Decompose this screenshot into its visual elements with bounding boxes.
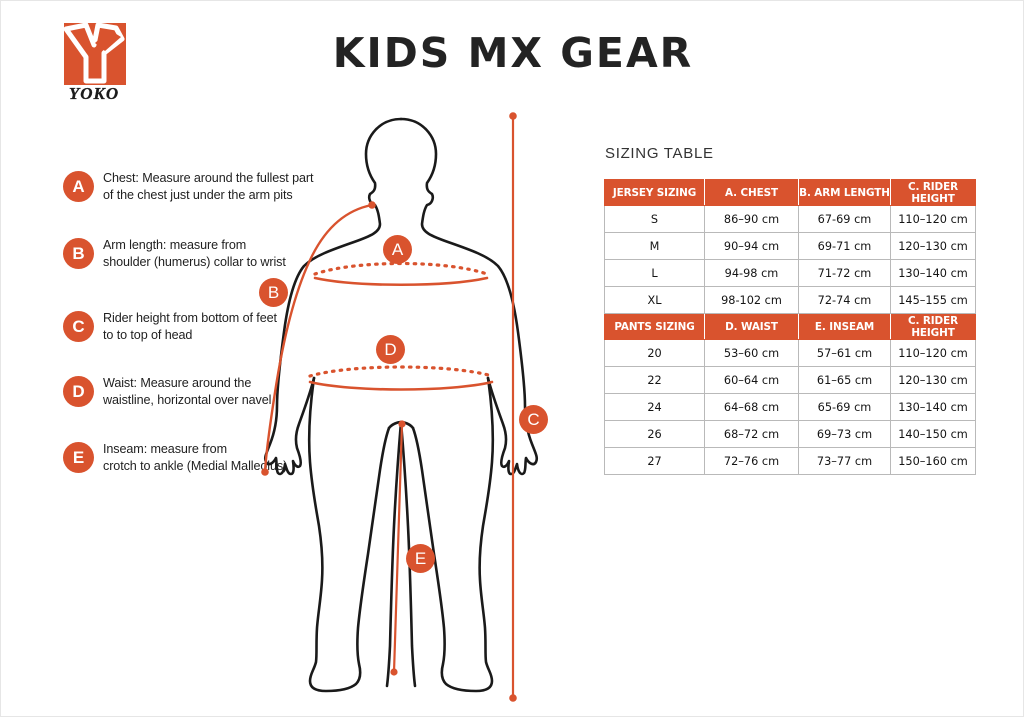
jersey-r0-c2: 67-69 cm (798, 205, 891, 233)
legend-text-c-line1: Rider height from bottom of feet (103, 311, 277, 325)
jersey-r3-c2: 72-74 cm (798, 286, 891, 314)
pants-header-cell-3: C. RIDER HEIGHT (890, 313, 976, 340)
pants-header-row: PANTS SIZING D. WAIST E. INSEAM C. RIDER… (604, 313, 976, 340)
table-row: L 94-98 cm 71-72 cm 130–140 cm (604, 259, 976, 287)
legend-text-a: Chest: Measure around the fullest part o… (103, 170, 333, 204)
pants-r0-c3: 110–120 cm (890, 339, 976, 367)
rider-height-line (509, 112, 517, 702)
jersey-header-cell-3: C. RIDER HEIGHT (890, 179, 976, 206)
table-row: S 86–90 cm 67-69 cm 110–120 cm (604, 205, 976, 233)
pants-r2-c3: 130–140 cm (890, 393, 976, 421)
jersey-r3-c3: 145–155 cm (890, 286, 976, 314)
jersey-r2-c0: L (604, 259, 705, 287)
pants-r4-c2: 73–77 cm (798, 447, 891, 475)
jersey-r2-c2: 71-72 cm (798, 259, 891, 287)
table-row: XL 98-102 cm 72-74 cm 145–155 cm (604, 286, 976, 314)
arm-length-marker: B (259, 278, 288, 307)
legend-text-b-line2: shoulder (humerus) collar to wrist (103, 255, 286, 269)
yoko-logo-icon (64, 23, 126, 85)
sizing-table: JERSEY SIZING A. CHEST B. ARM LENGTH C. … (604, 179, 976, 475)
pants-r4-c0: 27 (604, 447, 705, 475)
jersey-header-cell-0: JERSEY SIZING (604, 179, 705, 206)
pants-r4-c3: 150–160 cm (890, 447, 976, 475)
table-row: 20 53–60 cm 57–61 cm 110–120 cm (604, 339, 976, 367)
body-outline (263, 117, 539, 693)
legend-text-c-line2: to to top of head (103, 328, 193, 342)
legend-text-c: Rider height from bottom of feet to to t… (103, 310, 333, 344)
jersey-header-row: JERSEY SIZING A. CHEST B. ARM LENGTH C. … (604, 179, 976, 206)
table-row: 27 72–76 cm 73–77 cm 150–160 cm (604, 447, 976, 475)
table-row: 26 68–72 cm 69–73 cm 140–150 cm (604, 420, 976, 448)
chest-measure-line (313, 261, 489, 287)
table-row: 22 60–64 cm 61–65 cm 120–130 cm (604, 366, 976, 394)
jersey-header-cell-2: B. ARM LENGTH (798, 179, 891, 206)
jersey-header-cell-1: A. CHEST (704, 179, 799, 206)
inseam-line (390, 420, 406, 676)
legend-badge-c: C (63, 311, 94, 342)
jersey-r1-c3: 120–130 cm (890, 232, 976, 260)
legend-text-d: Waist: Measure around the waistline, hor… (103, 375, 333, 409)
pants-r3-c1: 68–72 cm (704, 420, 799, 448)
jersey-r1-c2: 69-71 cm (798, 232, 891, 260)
pants-r1-c0: 22 (604, 366, 705, 394)
legend-text-d-line1: Waist: Measure around the (103, 376, 252, 390)
legend-badge-b: B (63, 238, 94, 269)
legend-badge-e: E (63, 442, 94, 473)
legend-text-a-line2: of the chest just under the arm pits (103, 188, 293, 202)
jersey-r3-c0: XL (604, 286, 705, 314)
jersey-r2-c3: 130–140 cm (890, 259, 976, 287)
jersey-r1-c1: 90–94 cm (704, 232, 799, 260)
pants-r2-c1: 64–68 cm (704, 393, 799, 421)
jersey-r0-c0: S (604, 205, 705, 233)
pants-r1-c1: 60–64 cm (704, 366, 799, 394)
page-title: KIDS MX GEAR (332, 29, 694, 77)
pants-r4-c1: 72–76 cm (704, 447, 799, 475)
legend-text-b-line1: Arm length: measure from (103, 238, 247, 252)
pants-r0-c0: 20 (604, 339, 705, 367)
pants-header-cell-0: PANTS SIZING (604, 313, 705, 340)
inseam-marker: E (406, 544, 435, 573)
pants-r0-c1: 53–60 cm (704, 339, 799, 367)
pants-r3-c2: 69–73 cm (798, 420, 891, 448)
jersey-r2-c1: 94-98 cm (704, 259, 799, 287)
legend-badge-a: A (63, 171, 94, 202)
arm-length-line (261, 201, 376, 476)
legend-text-e-line1: Inseam: measure from (103, 442, 227, 456)
jersey-r3-c1: 98-102 cm (704, 286, 799, 314)
legend-text-b: Arm length: measure from shoulder (humer… (103, 237, 333, 271)
pants-r2-c0: 24 (604, 393, 705, 421)
table-row: 24 64–68 cm 65-69 cm 130–140 cm (604, 393, 976, 421)
jersey-r0-c1: 86–90 cm (704, 205, 799, 233)
legend-text-a-line1: Chest: Measure around the fullest part (103, 171, 314, 185)
table-row: M 90–94 cm 69-71 cm 120–130 cm (604, 232, 976, 260)
body-figure-diagram (261, 112, 539, 702)
pants-r2-c2: 65-69 cm (798, 393, 891, 421)
sizing-table-label: SIZING TABLE (605, 145, 714, 162)
legend-text-d-line2: waistline, horizontal over navel (103, 393, 272, 407)
pants-r3-c3: 140–150 cm (890, 420, 976, 448)
legend-badge-d: D (63, 376, 94, 407)
rider-height-marker: C (519, 405, 548, 434)
pants-header-cell-1: D. WAIST (704, 313, 799, 340)
pants-header-cell-2: E. INSEAM (798, 313, 891, 340)
legend-text-e-line2: crotch to ankle (Medial Malleolus) (103, 459, 288, 473)
pants-r3-c0: 26 (604, 420, 705, 448)
waist-marker: D (376, 335, 405, 364)
pants-r1-c3: 120–130 cm (890, 366, 976, 394)
chest-marker: A (383, 235, 412, 264)
legend-text-e: Inseam: measure from crotch to ankle (Me… (103, 441, 333, 475)
brand-logo: YOKO (45, 23, 143, 107)
waist-measure-line (308, 365, 494, 391)
brand-wordmark: YOKO (68, 84, 120, 103)
jersey-r1-c0: M (604, 232, 705, 260)
jersey-r0-c3: 110–120 cm (890, 205, 976, 233)
pants-r1-c2: 61–65 cm (798, 366, 891, 394)
pants-r0-c2: 57–61 cm (798, 339, 891, 367)
